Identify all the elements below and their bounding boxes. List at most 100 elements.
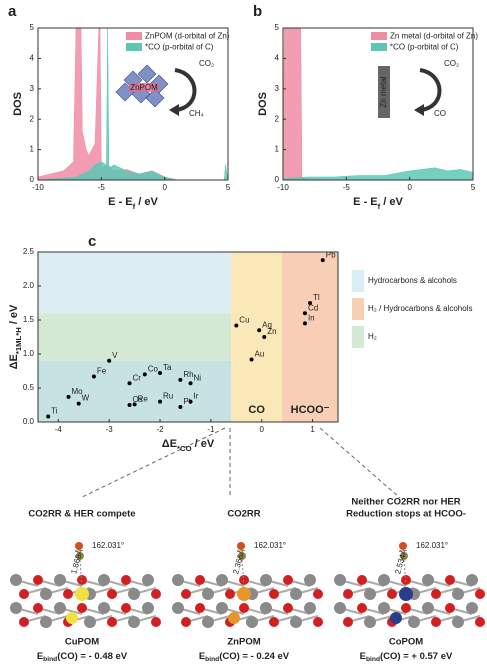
metal-atom	[390, 612, 402, 624]
atom	[151, 617, 161, 627]
y-axis-label: ΔE*1ML*H / eV	[8, 304, 23, 369]
panel-letter: b	[253, 3, 262, 20]
point-label: Ag	[262, 320, 272, 329]
point-label: Cr	[133, 373, 142, 382]
data-point	[178, 405, 183, 410]
atom	[19, 589, 29, 599]
y-tick-label: 4	[30, 54, 35, 63]
x-axis-label-sub: f	[378, 202, 381, 211]
data-point	[262, 335, 267, 339]
binding-energy-main: E	[360, 651, 366, 662]
structure-name: CoPOM	[389, 637, 423, 648]
metal-atom	[66, 612, 78, 624]
atom	[431, 617, 441, 627]
point-label: Ru	[163, 392, 173, 401]
x-tick-label: -5	[98, 183, 106, 192]
carbon	[400, 552, 408, 560]
binding-energy-rest: (CO) = - 0.24 eV	[219, 651, 290, 662]
metal-atom	[237, 587, 251, 601]
point-label: Fe	[97, 367, 107, 376]
atom	[19, 617, 29, 627]
x-tick-label: -5	[343, 183, 351, 192]
x-axis-label-main: ΔE	[162, 438, 177, 450]
inset-structure	[115, 64, 169, 108]
binding-energy-rest: (CO) = - 0.48 eV	[57, 651, 128, 662]
atom	[63, 589, 73, 599]
bond-angle: 162.031°	[416, 541, 448, 550]
point-label: Pb	[326, 250, 336, 259]
atom	[246, 616, 258, 628]
oxygen	[237, 542, 245, 550]
y-tick-label: 0	[275, 175, 280, 184]
x-axis-label-sub: f	[133, 202, 136, 211]
atom	[343, 617, 353, 627]
y-tick-label: 2.0	[23, 281, 35, 290]
atom	[181, 589, 191, 599]
atom	[181, 617, 191, 627]
y-axis-label-main: ΔE	[8, 354, 20, 369]
atom	[260, 602, 272, 614]
legend-swatch	[371, 43, 387, 51]
atom	[422, 602, 434, 614]
y-tick-label: 2	[30, 114, 35, 123]
atom	[54, 602, 66, 614]
point-label: In	[308, 314, 315, 323]
inset-label: CO	[434, 109, 446, 118]
x-tick-label: -1	[207, 425, 215, 434]
dos-area	[282, 167, 474, 181]
atom	[121, 603, 131, 613]
atom	[334, 574, 346, 586]
legend-label: H₂	[368, 332, 377, 341]
x-tick-label: 0	[162, 183, 167, 192]
atom	[216, 602, 228, 614]
atom	[269, 589, 279, 599]
atom	[239, 603, 249, 613]
bond-angle: 162.031°	[92, 541, 124, 550]
connector	[79, 427, 226, 499]
atom	[466, 574, 478, 586]
atom	[40, 616, 52, 628]
co-bond	[241, 559, 245, 587]
x-tick-label: -10	[277, 183, 289, 192]
binding-energy: Ebind(CO) = + 0.57 eV	[360, 651, 453, 664]
y-axis-label: DOS	[12, 92, 24, 116]
inset-label: CH₄	[189, 109, 204, 118]
atom	[121, 575, 131, 585]
atom	[364, 616, 376, 628]
metal-atom	[228, 612, 240, 624]
x-tick-label: 0	[260, 425, 265, 434]
x-tick-label: 5	[226, 183, 231, 192]
y-tick-label: 4	[275, 54, 280, 63]
y-tick-label: 1	[30, 145, 35, 154]
inset-tag	[129, 83, 159, 92]
point-label: Cu	[239, 316, 249, 325]
data-point	[76, 401, 81, 406]
x-tick-label: -10	[32, 183, 44, 192]
point-label: Au	[255, 350, 265, 359]
y-axis-label: DOS	[257, 92, 269, 116]
oxygen	[399, 542, 407, 550]
atom	[283, 603, 293, 613]
atom	[172, 602, 184, 614]
atom	[290, 588, 302, 600]
x-tick-label: 5	[471, 183, 476, 192]
data-point	[302, 321, 307, 326]
atom	[452, 616, 464, 628]
structure-name: ZnPOM	[227, 637, 260, 648]
atom	[445, 575, 455, 585]
atom	[172, 574, 184, 586]
atom	[422, 574, 434, 586]
point-label: Pt	[183, 397, 191, 406]
region-band	[38, 360, 232, 422]
x-axis-label: ΔE*CO / eV	[162, 438, 215, 453]
data-point	[107, 358, 112, 363]
y-tick-label: 5	[275, 23, 280, 32]
atom	[313, 589, 323, 599]
connector	[319, 427, 401, 499]
atom	[313, 617, 323, 627]
legend-swatch	[126, 32, 142, 40]
point-label: Ti	[51, 407, 58, 416]
y-axis-label-rest: / eV	[8, 304, 20, 327]
y-tick-label: 0	[30, 175, 35, 184]
carbon	[76, 552, 84, 560]
